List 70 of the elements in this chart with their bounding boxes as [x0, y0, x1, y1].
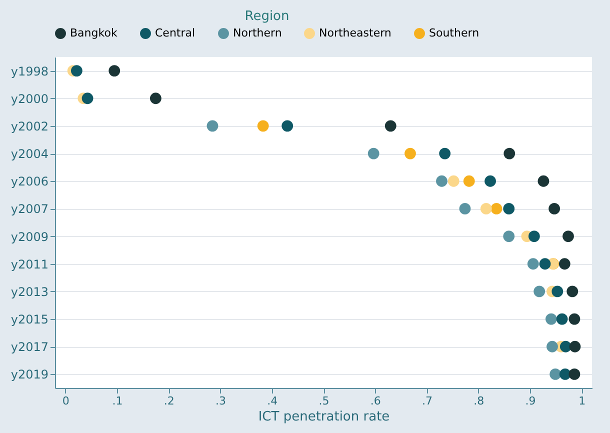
x-tick-label: .4	[267, 394, 278, 408]
point	[548, 203, 560, 214]
legend-label: Southern	[429, 26, 480, 40]
y-tick-label: y2009	[10, 230, 48, 244]
x-tick-label: 1	[578, 394, 586, 408]
point	[70, 65, 82, 76]
point	[568, 368, 580, 380]
x-tick-label: .9	[525, 394, 536, 408]
point	[282, 120, 294, 132]
x-tick-label: .8	[474, 394, 484, 408]
point	[560, 340, 572, 352]
point	[206, 120, 218, 132]
point	[546, 340, 558, 352]
legend-label: Central	[155, 26, 196, 40]
point	[404, 148, 416, 160]
point	[562, 230, 574, 242]
point	[490, 203, 502, 214]
point	[436, 175, 448, 187]
y-tick-label: y1998	[10, 64, 48, 78]
y-tick-label: y2004	[10, 147, 48, 162]
point	[480, 203, 492, 214]
point	[484, 175, 496, 187]
x-axis-title: ICT penetration rate	[258, 410, 390, 424]
legend-label: Bangkok	[70, 26, 118, 40]
point	[503, 203, 515, 214]
point	[568, 313, 580, 325]
point	[82, 92, 94, 104]
point	[439, 148, 451, 160]
y-tick-label: y2017	[10, 340, 48, 354]
point	[558, 258, 570, 270]
x-tick-label: .1	[112, 394, 123, 408]
x-tick-label: .2	[164, 394, 174, 408]
point	[503, 230, 515, 242]
point	[459, 203, 471, 214]
point	[539, 258, 551, 270]
y-tick-label: y2013	[10, 284, 48, 299]
point	[538, 175, 550, 187]
point	[552, 286, 564, 298]
point	[448, 175, 460, 187]
y-tick-label: y2015	[10, 312, 48, 327]
point	[569, 340, 581, 352]
x-tick-label: .6	[370, 394, 381, 408]
point	[528, 230, 540, 242]
x-tick-label: .5	[318, 394, 330, 408]
legend-title: Region	[244, 9, 290, 24]
point	[559, 368, 571, 380]
point	[257, 120, 269, 132]
point	[527, 258, 539, 270]
y-tick-label: y2006	[10, 174, 48, 189]
legend-label: Northeastern	[319, 26, 392, 40]
point	[546, 313, 557, 325]
legend-label: Northern	[233, 26, 282, 40]
point	[566, 286, 578, 298]
point	[150, 92, 162, 104]
x-tick-label: 0	[62, 394, 70, 408]
y-tick-label: y2011	[10, 257, 48, 272]
x-tick-label: .3	[215, 394, 226, 408]
point	[550, 368, 562, 380]
y-tick-label: y2007	[10, 202, 48, 216]
point	[534, 286, 546, 298]
y-tick-label: y2002	[10, 119, 48, 134]
point	[463, 175, 475, 187]
point	[556, 313, 568, 325]
y-tick-label: y2019	[10, 368, 48, 382]
point	[384, 120, 396, 132]
y-tick-label: y2000	[10, 92, 48, 106]
point	[108, 65, 120, 76]
point	[368, 148, 380, 160]
x-tick-label: .7	[422, 394, 433, 408]
point	[504, 148, 516, 160]
